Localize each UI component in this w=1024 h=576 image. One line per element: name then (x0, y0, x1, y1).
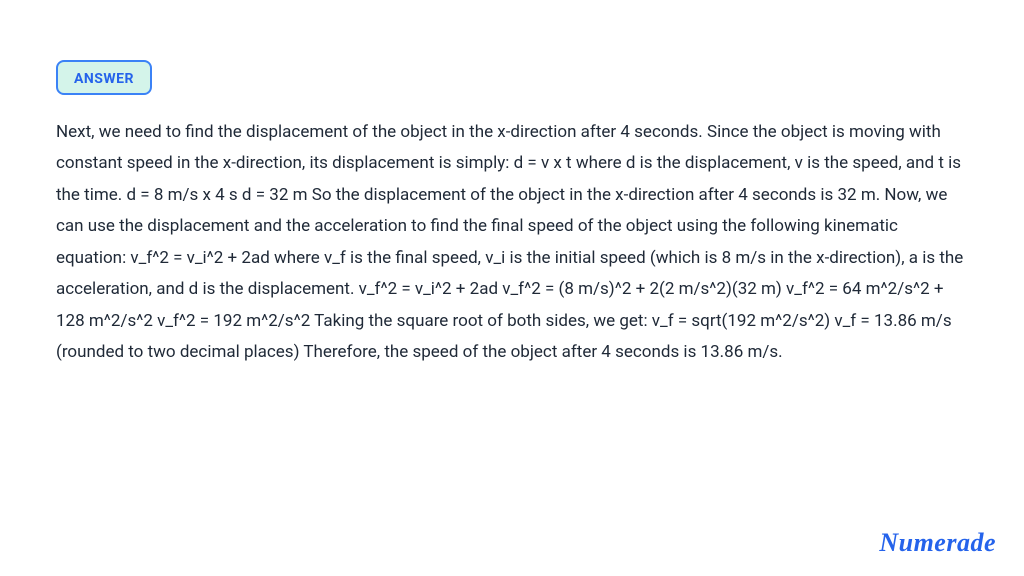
answer-body-text: Next, we need to find the displacement o… (56, 117, 968, 369)
answer-badge-label: ANSWER (74, 71, 134, 87)
answer-badge: ANSWER (56, 60, 152, 95)
brand-logo: Numerade (879, 528, 996, 558)
